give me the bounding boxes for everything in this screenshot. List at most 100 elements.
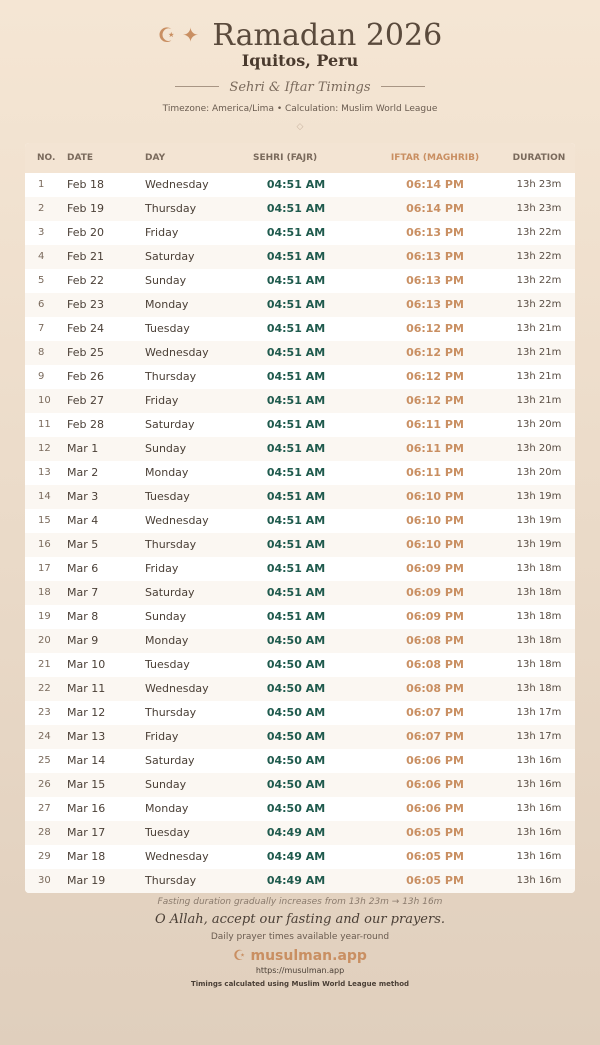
row-number: 13 (38, 467, 51, 478)
row-iftar: 06:12 PM (406, 370, 464, 383)
row-number: 2 (38, 203, 45, 214)
row-duration: 13h 22m (516, 251, 562, 262)
website-link[interactable]: https://musulman.app (255, 966, 345, 975)
row-number: 24 (38, 731, 51, 742)
row-duration: 13h 17m (516, 707, 562, 718)
row-iftar: 06:10 PM (406, 514, 464, 527)
row-sehri: 04:51 AM (266, 394, 326, 407)
row-date: Mar 14 (67, 754, 106, 767)
row-number: 23 (38, 707, 51, 718)
table-row: 29 Mar 18 Wednesday 04:49 AM 06:05 PM 13h 16m (25, 845, 575, 869)
row-number: 9 (38, 371, 45, 382)
row-day: Wednesday (145, 514, 209, 527)
row-day: Saturday (145, 250, 195, 263)
calculation-note: Timings calculated using Muslim World Le… (190, 980, 410, 988)
row-duration: 13h 18m (516, 611, 562, 622)
row-day: Thursday (145, 370, 197, 383)
row-sehri: 04:50 AM (266, 802, 326, 815)
row-number: 4 (38, 251, 45, 262)
row-iftar: 06:06 PM (406, 778, 464, 791)
row-duration: 13h 23m (516, 203, 562, 214)
row-duration: 13h 20m (516, 419, 562, 430)
row-day: Saturday (145, 418, 195, 431)
table-row: 14 Mar 3 Tuesday 04:51 AM 06:10 PM 13h 19m (25, 485, 575, 509)
row-sehri: 04:51 AM (266, 466, 326, 479)
row-duration: 13h 22m (516, 275, 562, 286)
row-duration: 13h 21m (516, 395, 562, 406)
row-number: 26 (38, 779, 51, 790)
row-number: 12 (38, 443, 51, 454)
row-sehri: 04:51 AM (266, 370, 326, 383)
row-date: Mar 18 (67, 850, 106, 863)
row-duration: 13h 18m (516, 635, 562, 646)
col-duration: DURATION (512, 153, 566, 163)
row-number: 6 (38, 299, 45, 310)
row-date: Mar 10 (67, 658, 106, 671)
row-sehri: 04:51 AM (266, 490, 326, 503)
row-duration: 13h 18m (516, 563, 562, 574)
row-day: Friday (145, 562, 179, 575)
row-date: Mar 9 (67, 634, 99, 647)
row-sehri: 04:51 AM (266, 418, 326, 431)
row-number: 3 (38, 227, 45, 238)
table-row: 3 Feb 20 Friday 04:51 AM 06:13 PM 13h 22m (25, 221, 575, 245)
table-row: 12 Mar 1 Sunday 04:51 AM 06:11 PM 13h 20m (25, 437, 575, 461)
row-iftar: 06:06 PM (406, 802, 464, 815)
row-date: Mar 19 (67, 874, 106, 887)
row-day: Wednesday (145, 850, 209, 863)
row-number: 5 (38, 275, 45, 286)
timings-table: NO. DATE DAY SEHRI (FAJR) IFTAR (MAGHRIB… (25, 143, 575, 893)
row-date: Feb 22 (67, 274, 104, 287)
row-duration: 13h 20m (516, 467, 562, 478)
row-sehri: 04:51 AM (266, 322, 326, 335)
col-iftar: IFTAR (MAGHRIB) (390, 153, 480, 163)
row-duration: 13h 17m (516, 731, 562, 742)
row-date: Mar 12 (67, 706, 106, 719)
row-sehri: 04:51 AM (266, 586, 326, 599)
table-row: 8 Feb 25 Wednesday 04:51 AM 06:12 PM 13h 21m (25, 341, 575, 365)
row-duration: 13h 18m (516, 683, 562, 694)
table-row: 18 Mar 7 Saturday 04:51 AM 06:09 PM 13h 18m (25, 581, 575, 605)
row-sehri: 04:50 AM (266, 730, 326, 743)
row-number: 28 (38, 827, 51, 838)
row-duration: 13h 19m (516, 539, 562, 550)
row-iftar: 06:07 PM (406, 706, 464, 719)
row-duration: 13h 23m (516, 179, 562, 190)
row-duration: 13h 21m (516, 347, 562, 358)
table-row: 2 Feb 19 Thursday 04:51 AM 06:14 PM 13h 23m (25, 197, 575, 221)
row-duration: 13h 19m (516, 515, 562, 526)
table-row: 1 Feb 18 Wednesday 04:51 AM 06:14 PM 13h 23m (25, 173, 575, 197)
row-number: 18 (38, 587, 51, 598)
table-row: 17 Mar 6 Friday 04:51 AM 06:09 PM 13h 18m (25, 557, 575, 581)
row-sehri: 04:51 AM (266, 346, 326, 359)
table-header: NO. DATE DAY SEHRI (FAJR) IFTAR (MAGHRIB… (25, 143, 575, 173)
row-sehri: 04:51 AM (266, 250, 326, 263)
row-date: Feb 18 (67, 178, 104, 191)
row-number: 7 (38, 323, 45, 334)
row-sehri: 04:51 AM (266, 562, 326, 575)
row-iftar: 06:05 PM (406, 874, 464, 887)
row-iftar: 06:06 PM (406, 754, 464, 767)
table-row: 10 Feb 27 Friday 04:51 AM 06:12 PM 13h 21m (25, 389, 575, 413)
row-date: Mar 6 (67, 562, 99, 575)
brand[interactable]: ☪ musulman.app (0, 947, 600, 965)
row-iftar: 06:09 PM (406, 610, 464, 623)
row-date: Feb 27 (67, 394, 104, 407)
row-day: Thursday (145, 706, 197, 719)
row-date: Mar 8 (67, 610, 99, 623)
row-date: Mar 2 (67, 466, 99, 479)
row-sehri: 04:51 AM (266, 274, 326, 287)
row-day: Saturday (145, 754, 195, 767)
row-date: Mar 1 (67, 442, 99, 455)
row-iftar: 06:08 PM (406, 682, 464, 695)
table-row: 13 Mar 2 Monday 04:51 AM 06:11 PM 13h 20m (25, 461, 575, 485)
row-number: 16 (38, 539, 51, 550)
row-duration: 13h 18m (516, 659, 562, 670)
row-day: Tuesday (145, 490, 190, 503)
row-date: Mar 15 (67, 778, 106, 791)
row-day: Thursday (145, 874, 197, 887)
row-number: 1 (38, 179, 45, 190)
row-sehri: 04:51 AM (266, 514, 326, 527)
row-number: 22 (38, 683, 51, 694)
row-iftar: 06:08 PM (406, 658, 464, 671)
